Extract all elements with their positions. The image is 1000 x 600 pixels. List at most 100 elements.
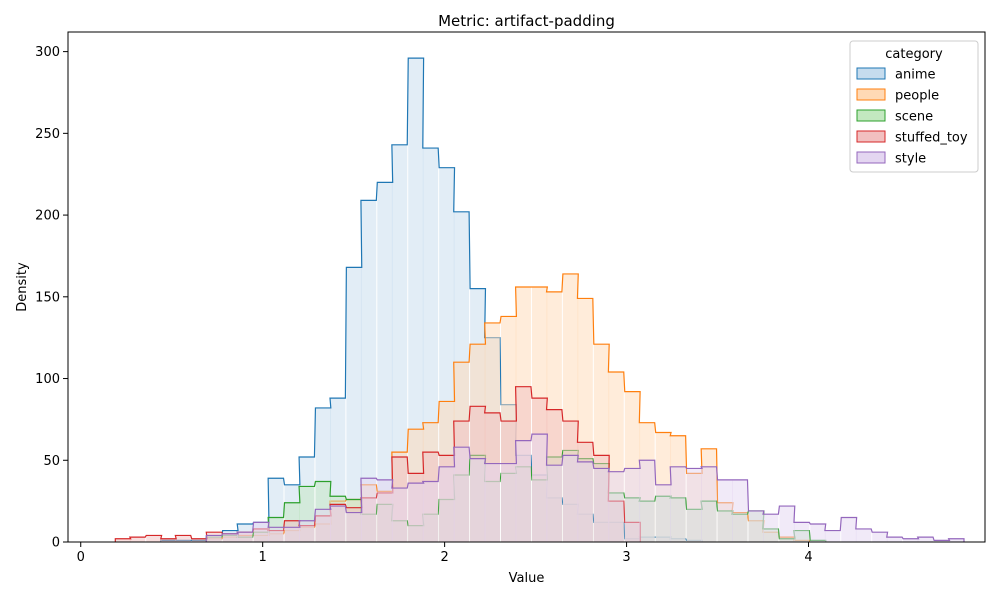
bar-anime (391, 144, 408, 543)
bar-style (577, 461, 593, 542)
legend-title: category (885, 47, 943, 62)
bar-anime (346, 267, 362, 542)
bar-stuffed_toy (160, 538, 177, 542)
bar-style (253, 522, 269, 542)
bar-style (903, 538, 919, 542)
bar-anime (360, 200, 377, 542)
bar-stuffed_toy (115, 538, 131, 542)
y-tick-label: 100 (35, 372, 60, 387)
legend-label: anime (895, 68, 935, 83)
y-tick-label: 50 (43, 454, 60, 469)
bar-style (872, 532, 888, 542)
series-layer (114, 57, 965, 543)
y-tick-label: 0 (52, 536, 60, 551)
legend-entry-anime: anime (856, 67, 935, 83)
bar-style (732, 479, 748, 542)
bar-anime (377, 182, 393, 542)
bar-style (562, 455, 579, 542)
bar-style (439, 466, 455, 542)
bar-style (299, 520, 315, 542)
x-tick-label: 0 (77, 550, 85, 565)
bar-style (484, 463, 501, 542)
bar-style (501, 463, 517, 542)
legend-swatch (856, 151, 886, 164)
legend-swatch (856, 67, 886, 80)
y-axis: 0 50 100 150 200 250 300 (35, 45, 68, 551)
legend-label: stuffed_toy (895, 131, 968, 146)
legend-swatch (856, 130, 886, 143)
bar-style (748, 510, 764, 542)
chart-title: Metric: artifact-padding (438, 12, 615, 30)
outline-stuffed_toy (114, 386, 641, 542)
bar-style (717, 479, 733, 542)
bar-style (315, 509, 331, 542)
x-tick-label: 4 (804, 550, 812, 565)
bar-style (268, 527, 284, 542)
x-tick-label: 3 (622, 550, 630, 565)
bar-stuffed_toy (146, 535, 162, 542)
bar-style (206, 535, 222, 542)
bar-stuffed_toy (129, 537, 146, 542)
bar-style (391, 488, 408, 542)
bar-style (793, 522, 810, 542)
bar-style (855, 528, 872, 542)
legend-swatch (856, 88, 886, 101)
bar-style (330, 506, 346, 542)
plot-frame (67, 31, 986, 543)
bar-style (531, 434, 548, 542)
y-tick-label: 200 (35, 209, 60, 224)
y-tick-label: 250 (35, 127, 60, 142)
x-tick-label: 1 (259, 550, 267, 565)
bar-style (608, 471, 624, 542)
series-style (205, 433, 965, 542)
bar-style (515, 440, 531, 542)
bar-style (346, 512, 362, 542)
bar-style (222, 533, 239, 542)
y-tick-label: 300 (35, 45, 60, 60)
bar-style (453, 447, 470, 542)
bar-anime (408, 58, 424, 543)
legend-entry-people: people (856, 88, 939, 104)
bar-style (655, 484, 672, 542)
bar-style (546, 465, 562, 542)
bar-style (934, 540, 950, 542)
legend-entry-scene: scene (856, 109, 933, 125)
bar-style (624, 468, 641, 542)
outline-style (205, 433, 965, 542)
legend-entry-stuffed_toy: stuffed_toy (856, 130, 968, 146)
bar-style (360, 478, 377, 542)
bar-style (470, 458, 486, 542)
bar-style (408, 483, 424, 542)
bar-style (886, 537, 903, 542)
bar-style (670, 466, 686, 542)
legend-label: people (895, 89, 939, 104)
bar-style (593, 468, 610, 542)
bar-stuffed_toy (191, 538, 208, 542)
bar-style (917, 537, 934, 542)
bar-style (237, 532, 253, 542)
y-axis-label: Density (15, 262, 30, 312)
bar-style (763, 514, 779, 542)
bar-style (686, 468, 702, 542)
legend-label: style (895, 152, 926, 167)
bar-style (701, 466, 717, 542)
bar-style (284, 527, 300, 542)
legend-swatch (856, 109, 886, 122)
x-tick-label: 2 (440, 550, 448, 565)
x-axis: 0 1 2 3 4 (77, 542, 813, 565)
y-tick-label: 150 (35, 290, 60, 305)
bar-style (841, 517, 857, 542)
bar-style (779, 506, 795, 542)
bar-style (824, 530, 841, 542)
bar-style (810, 524, 826, 542)
bar-style (948, 538, 964, 542)
bar-stuffed_toy (175, 535, 191, 542)
bar-style (422, 481, 439, 542)
legend-entry-style: style (856, 151, 926, 167)
x-axis-label: Value (509, 571, 545, 586)
bar-style (639, 460, 655, 542)
legend-label: scene (895, 110, 933, 125)
bar-style (377, 479, 393, 542)
